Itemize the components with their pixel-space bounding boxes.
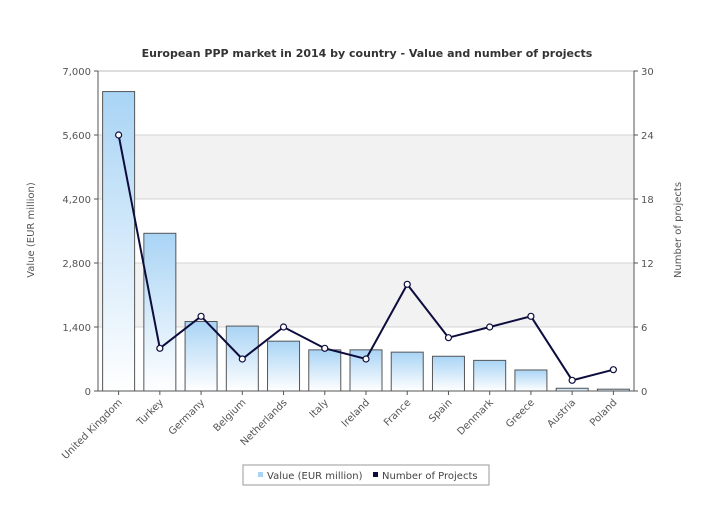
x-tick-label: Denmark — [456, 397, 496, 437]
bar-turkey — [143, 232, 177, 392]
y2-tick-labels: 0 6 12 18 24 30 — [641, 67, 654, 398]
bar-france — [390, 351, 424, 392]
y-axis-label: Value (EUR million) — [26, 182, 37, 278]
legend-label-projects: Number of Projects — [382, 471, 478, 482]
axes — [94, 70, 638, 395]
bar-denmark — [473, 359, 507, 392]
y2-tick-label: 12 — [641, 259, 654, 270]
y-tick-label: 1,400 — [62, 323, 91, 334]
x-tick-label: Germany — [167, 397, 207, 437]
grid-band — [98, 135, 634, 199]
x-tick-labels: United Kingdom Turkey Germany BelgiumNether… — [60, 397, 619, 462]
y-tick-label: 2,800 — [62, 259, 91, 270]
x-tick-label: Spain — [427, 397, 455, 425]
legend-label-value: Value (EUR million) — [267, 471, 363, 482]
x-tick-label: Italy — [308, 397, 331, 420]
projects-point-spain — [444, 334, 453, 342]
y-tick-labels: 0 1,400 2,800 4,200 5,600 7,000 — [62, 67, 91, 398]
bar-germany — [184, 321, 218, 392]
projects-point-belgium — [238, 355, 246, 363]
y-tick-label: 4,200 — [62, 195, 91, 206]
y2-tick-label: 18 — [641, 195, 654, 206]
legend-swatch-projects — [373, 472, 378, 477]
projects-point-germany — [197, 312, 205, 320]
y2-tick-label: 30 — [641, 67, 654, 78]
legend-box — [242, 464, 490, 486]
projects-point-greece — [527, 312, 535, 320]
bar-united-kingdom — [102, 91, 136, 392]
projects-line — [115, 131, 617, 384]
y-tick-label: 5,600 — [62, 131, 91, 142]
chart-title: European PPP market in 2014 by country -… — [142, 47, 593, 60]
x-tick-label: Ireland — [340, 397, 372, 429]
x-tick-label: Greece — [504, 397, 537, 430]
projects-point-turkey — [156, 344, 164, 352]
x-tick-label: Austria — [546, 397, 579, 430]
grid-bands — [98, 135, 634, 327]
bar-italy — [308, 349, 342, 392]
projects-point-france — [403, 280, 411, 288]
projects-point-poland — [609, 366, 617, 374]
y-tick-label: 0 — [85, 387, 91, 398]
y2-tick-label: 6 — [641, 323, 647, 334]
y2-tick-label: 0 — [641, 387, 647, 398]
x-tick-label: Turkey — [134, 397, 166, 429]
projects-point-denmark — [486, 323, 494, 331]
legend: Value (EUR million) Number of Projects — [242, 464, 490, 486]
projects-point-netherlands — [279, 323, 288, 331]
legend-swatch-value — [258, 472, 263, 477]
projects-point-united-kingdom — [115, 131, 123, 139]
grid-band — [98, 263, 634, 327]
bar-netherlands — [267, 340, 301, 392]
x-tick-label: France — [382, 397, 413, 428]
bar-greece — [514, 369, 548, 392]
projects-point-ireland — [362, 355, 370, 363]
x-tick-label: Poland — [588, 397, 619, 428]
projects-point-austria — [568, 376, 576, 384]
x-tick-label: United Kingdom — [60, 397, 125, 462]
x-tick-label: Belgium — [212, 397, 249, 434]
y2-tick-label: 24 — [641, 131, 654, 142]
y-tick-label: 7,000 — [62, 67, 91, 78]
y2-axis-label: Number of projects — [673, 182, 684, 278]
bar-spain — [431, 355, 465, 392]
plot-frame — [97, 70, 635, 392]
projects-point-italy — [321, 344, 329, 352]
